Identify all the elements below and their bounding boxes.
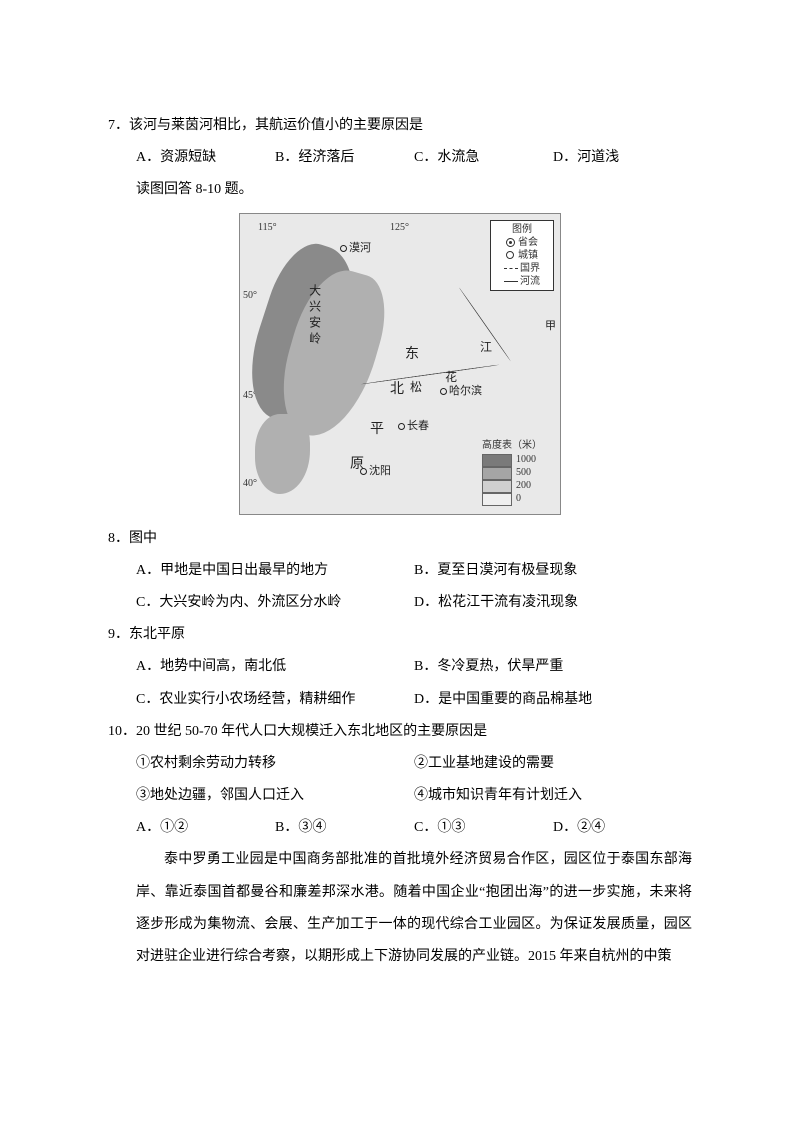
q10-items-row2: ③地处边疆，邻国人口迁入 ④城市知识青年有计划迁入 (108, 780, 692, 812)
legend-town-label: 城镇 (518, 250, 538, 261)
q9-opt-b: B．冬冷夏热，伏旱严重 (414, 651, 692, 683)
map-figure: 115° 125° 135° 50° 45° 40° 大兴安岭 东 北 平 原 … (239, 213, 561, 515)
q8-opt-a: A．甲地是中国日出最早的地方 (136, 555, 414, 587)
lat-40: 40° (243, 472, 257, 495)
q10-opt-b: B．③④ (275, 812, 414, 844)
terrain-mid2 (255, 414, 310, 494)
elev-200: 200 (516, 480, 531, 492)
lon-115: 115° (258, 216, 277, 239)
legend-border: 国界 (494, 262, 550, 275)
legend-river: 河流 (494, 275, 550, 288)
q7-opt-c: C．水流急 (414, 142, 553, 174)
label-bei: 北 (390, 374, 404, 406)
q8-row1: A．甲地是中国日出最早的地方 B．夏至日漠河有极昼现象 (108, 555, 692, 587)
q7-stem: 7．该河与莱茵河相比，其航运价值小的主要原因是 (108, 110, 692, 142)
city-mohe-label: 漠河 (349, 242, 371, 254)
point-jia: 甲 (545, 314, 556, 339)
legend-capital: 省会 (494, 236, 550, 249)
q10-opt-a: A．①② (136, 812, 275, 844)
map-legend: 图例 省会 城镇 国界 河流 (490, 220, 554, 291)
elev-sw-0 (482, 493, 512, 506)
q10-items-row1: ①农村剩余劳动力转移 ②工业基地建设的需要 (108, 748, 692, 780)
q7-opt-d: D．河道浅 (553, 142, 692, 174)
q10-stem: 10．20 世纪 50-70 年代人口大规模迁入东北地区的主要原因是 (108, 716, 692, 748)
label-daxinganling: 大兴安岭 (300, 284, 328, 348)
legend-town: 城镇 (494, 249, 550, 262)
q7-options: A．资源短缺 B．经济落后 C．水流急 D．河道浅 (108, 142, 692, 174)
q10-opt-c: C．①③ (414, 812, 553, 844)
q9-row1: A．地势中间高，南北低 B．冬冷夏热，伏旱严重 (108, 651, 692, 683)
capital-dot-icon (360, 468, 367, 475)
map-figure-wrap: 115° 125° 135° 50° 45° 40° 大兴安岭 东 北 平 原 … (108, 213, 692, 515)
legend-title: 图例 (494, 223, 550, 236)
q10-item-3: ③地处边疆，邻国人口迁入 (136, 780, 414, 812)
elev-sw-1000 (482, 454, 512, 467)
q9-opt-d: D．是中国重要的商品棉基地 (414, 684, 692, 716)
q10-item-2: ②工业基地建设的需要 (414, 748, 692, 780)
city-changchun-label: 长春 (407, 420, 429, 432)
q7-opt-a: A．资源短缺 (136, 142, 275, 174)
city-harbin-label: 哈尔滨 (449, 385, 482, 397)
lon-125: 125° (390, 216, 409, 239)
river-symbol-icon (504, 281, 518, 282)
q8-stem: 8．图中 (108, 523, 692, 555)
elev-1000: 1000 (516, 454, 536, 466)
city-mohe: 漠河 (340, 236, 371, 261)
q8-row2: C．大兴安岭为内、外流区分水岭 D．松花江干流有凌汛现象 (108, 587, 692, 619)
label-jiang: 江 (480, 334, 492, 362)
elev-0: 0 (516, 493, 521, 505)
town-symbol-icon (506, 251, 514, 259)
point-jia-label: 甲 (545, 320, 556, 332)
q10-item-4: ④城市知识青年有计划迁入 (414, 780, 692, 812)
elev-sw-200 (482, 480, 512, 493)
capital-dot-icon (440, 388, 447, 395)
city-shenyang: 沈阳 (360, 459, 391, 484)
elevation-key: 高度表（米） 1000 500 200 0 (482, 440, 554, 506)
q8-opt-d: D．松花江干流有凌汛现象 (414, 587, 692, 619)
q9-opt-a: A．地势中间高，南北低 (136, 651, 414, 683)
passage-p1: 泰中罗勇工业园是中国商务部批准的首批境外经济贸易合作区，园区位于泰国东部海岸、靠… (108, 844, 692, 973)
q9-opt-c: C．农业实行小农场经营，精耕细作 (136, 684, 414, 716)
elev-sw-500 (482, 467, 512, 480)
q10-item-1: ①农村剩余劳动力转移 (136, 748, 414, 780)
q10-options: A．①② B．③④ C．①③ D．②④ (108, 812, 692, 844)
capital-symbol-icon (506, 238, 515, 247)
q9-stem: 9．东北平原 (108, 619, 692, 651)
q8-opt-c: C．大兴安岭为内、外流区分水岭 (136, 587, 414, 619)
legend-river-label: 河流 (520, 276, 540, 287)
q7-opt-b: B．经济落后 (275, 142, 414, 174)
label-dong: 东 (405, 339, 419, 371)
label-ping: 平 (370, 414, 384, 446)
border-symbol-icon (504, 268, 518, 269)
legend-capital-label: 省会 (518, 237, 538, 248)
elev-500: 500 (516, 467, 531, 479)
city-changchun: 长春 (398, 414, 429, 439)
elev-title: 高度表（米） (482, 440, 554, 452)
q9-row2: C．农业实行小农场经营，精耕细作 D．是中国重要的商品棉基地 (108, 684, 692, 716)
q8-opt-b: B．夏至日漠河有极昼现象 (414, 555, 692, 587)
capital-dot-icon (398, 423, 405, 430)
q8-10-lead: 读图回答 8-10 题。 (108, 174, 692, 206)
city-shenyang-label: 沈阳 (369, 465, 391, 477)
legend-border-label: 国界 (520, 263, 540, 274)
lat-50: 50° (243, 284, 257, 307)
town-dot-icon (340, 245, 347, 252)
q10-opt-d: D．②④ (553, 812, 692, 844)
city-harbin: 哈尔滨 (440, 379, 482, 404)
label-song: 松 (410, 374, 422, 402)
